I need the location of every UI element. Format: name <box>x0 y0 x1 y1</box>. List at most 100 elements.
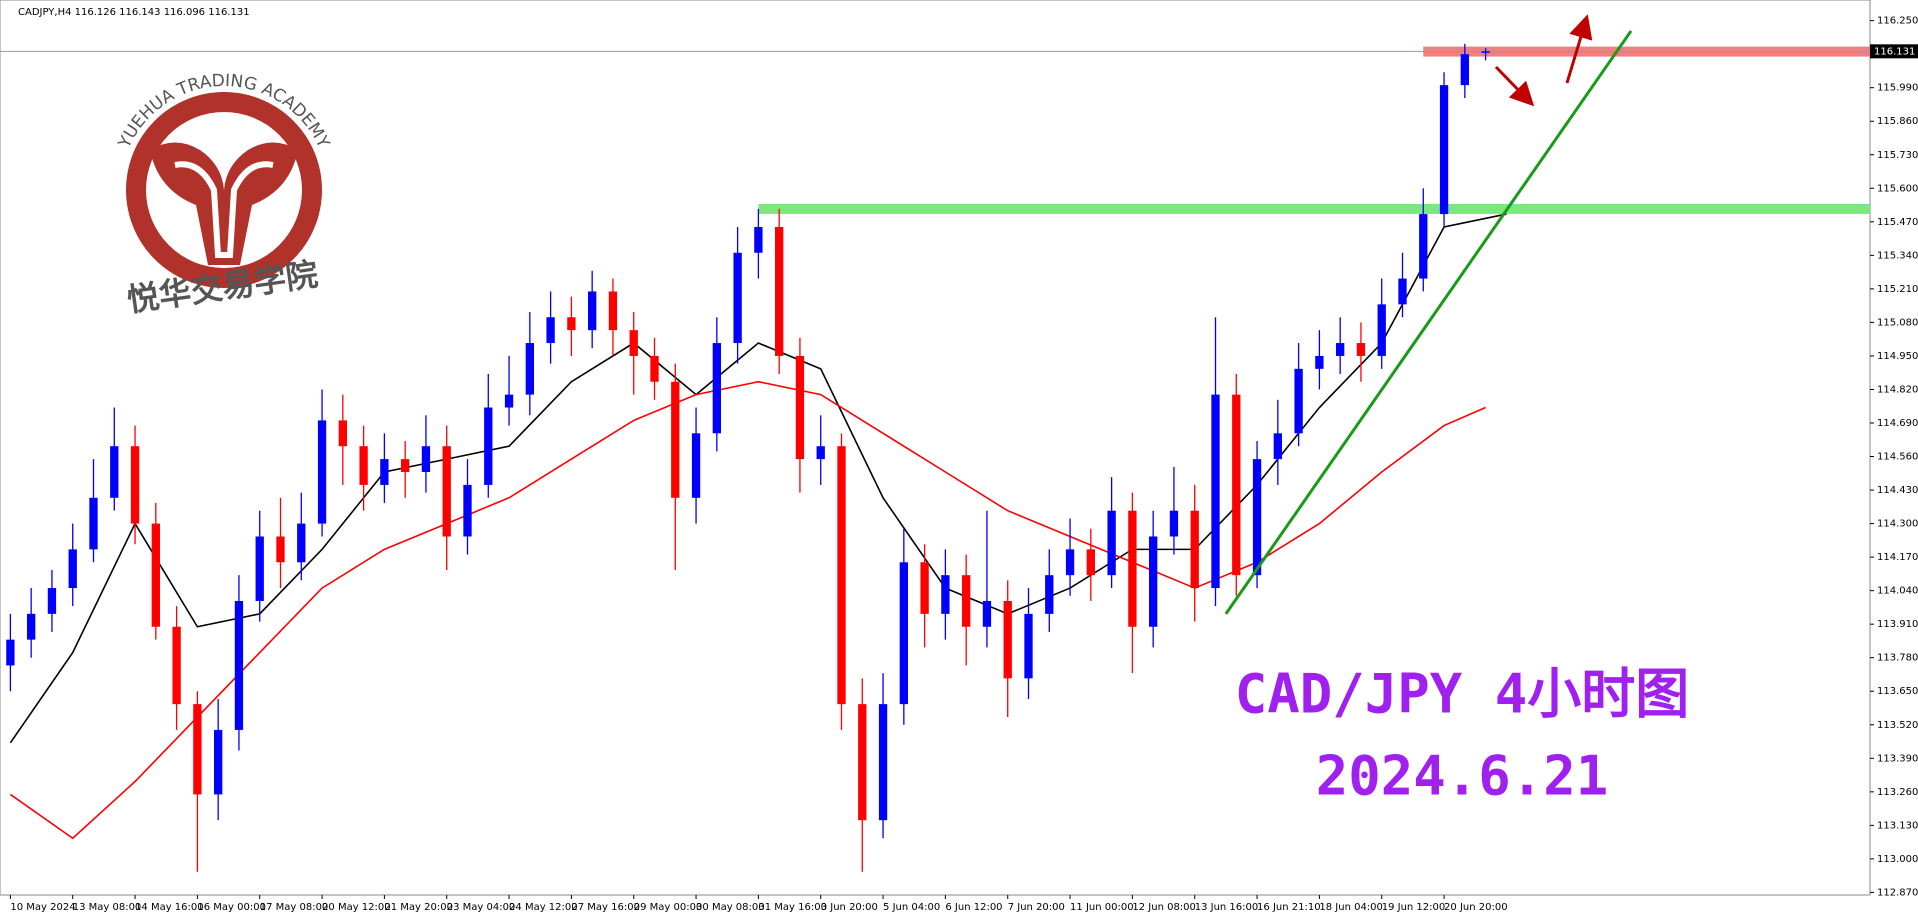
y-tick-label: 112.870 <box>1877 887 1918 898</box>
x-tick-label: 30 May 08:00 <box>696 902 765 913</box>
x-tick-label: 23 May 04:00 <box>447 902 516 913</box>
candle-body <box>567 317 576 331</box>
candle-body <box>962 575 971 627</box>
y-tick-label: 115.730 <box>1877 150 1918 161</box>
candle-body <box>691 433 701 498</box>
candle-body <box>795 355 805 460</box>
x-tick-label: 27 May 16:00 <box>571 902 640 913</box>
candle-body <box>1252 459 1262 576</box>
trendline <box>1224 30 1633 615</box>
x-tick-label: 16 Jun 21:10 <box>1257 902 1321 913</box>
header: CADJPY,H4 116.126 116.143 116.096 116.13… <box>18 7 250 18</box>
candle-body <box>941 575 950 614</box>
candle-body <box>1086 549 1095 576</box>
candle-body <box>629 330 638 356</box>
candle-body <box>754 226 763 253</box>
y-tick-label: 114.170 <box>1877 552 1918 563</box>
candle-body <box>68 549 77 589</box>
candle-body <box>837 446 846 705</box>
y-tick-label: 113.780 <box>1877 653 1918 664</box>
y-tick-label: 115.470 <box>1877 217 1918 228</box>
y-tick-label: 114.690 <box>1877 418 1918 429</box>
candle-body <box>1377 304 1386 356</box>
logo: YUEHUA TRADING ACADEMY 悦华交易学院 <box>114 71 333 319</box>
candle-body <box>172 626 181 705</box>
candle-body <box>27 613 36 640</box>
candle-body <box>1336 343 1345 356</box>
candle-body <box>359 446 368 485</box>
arrow <box>1565 14 1593 84</box>
candle-body <box>1107 510 1116 576</box>
y-tick-label: 115.080 <box>1877 317 1918 328</box>
candle-body <box>1149 536 1158 627</box>
y-tick-label: 115.990 <box>1877 83 1918 94</box>
x-tick-label: 5 Jun 04:00 <box>883 902 940 913</box>
x-tick-label: 14 May 16:00 <box>135 902 204 913</box>
y-tick-label: 114.820 <box>1877 384 1918 395</box>
candle-body <box>1211 394 1220 589</box>
candle-body <box>1003 600 1012 679</box>
candle-body <box>650 355 659 382</box>
x-tick-label: 3 Jun 20:00 <box>821 902 878 913</box>
candle-body <box>858 704 867 821</box>
x-tick-label: 29 May 00:00 <box>634 902 703 913</box>
x-tick-label: 7 Jun 20:00 <box>1008 902 1065 913</box>
candle-body <box>6 639 15 666</box>
candle-body <box>982 600 992 627</box>
candle-body <box>816 446 825 460</box>
y-tick-label: 114.950 <box>1877 351 1918 362</box>
y-tick-label: 115.210 <box>1877 284 1918 295</box>
candle-body <box>193 704 202 795</box>
candle-body <box>608 291 618 331</box>
candle-body <box>525 343 534 395</box>
x-tick-label: 11 Jun 00:00 <box>1070 902 1134 913</box>
annotation: 2024.6.21 <box>1316 745 1609 808</box>
candle-body <box>1294 368 1303 434</box>
candle-body <box>1065 549 1075 576</box>
candle-body <box>47 588 57 614</box>
y-tick-label: 113.260 <box>1877 787 1918 798</box>
y-tick-label: 114.300 <box>1877 519 1918 530</box>
x-tick-label: 20 Jun 20:00 <box>1444 902 1508 913</box>
candle-body <box>484 407 493 485</box>
x-tick-label: 16 May 00:00 <box>197 902 266 913</box>
candle-body <box>1439 85 1449 215</box>
candle-body <box>920 562 929 614</box>
y-tick-label: 115.340 <box>1877 250 1918 261</box>
candle-body <box>1169 510 1179 537</box>
candle-body <box>317 420 327 524</box>
annotation: CAD/JPY 4小时图 <box>1235 663 1690 726</box>
x-tick-label: 19 Jun 12:00 <box>1382 902 1446 913</box>
candle-body <box>1356 343 1366 356</box>
candle-body <box>1315 355 1324 369</box>
x-tick-label: 13 Jun 16:00 <box>1195 902 1259 913</box>
candle-body <box>504 394 514 408</box>
candle-body <box>110 446 119 498</box>
x-tick-label: 24 May 12:00 <box>509 902 578 913</box>
candle-body <box>151 523 160 627</box>
candle-body <box>1398 278 1407 305</box>
candle-body <box>214 729 223 795</box>
y-tick-label: 115.600 <box>1877 183 1918 194</box>
candle-body <box>338 420 347 447</box>
current-price-label: 116.131 <box>1874 46 1915 57</box>
candle-body <box>234 600 244 730</box>
candle-body <box>1273 433 1282 460</box>
candle-body <box>1232 394 1241 576</box>
y-tick-label: 114.040 <box>1877 586 1918 597</box>
logo-symbol-line <box>174 161 274 258</box>
x-tick-label: 18 Jun 04:00 <box>1319 902 1383 913</box>
candle-body <box>588 291 597 331</box>
x-tick-label: 13 May 08:00 <box>73 902 142 913</box>
y-tick-label: 113.130 <box>1877 820 1918 831</box>
y-tick-label: 114.430 <box>1877 485 1918 496</box>
y-tick-label: 113.520 <box>1877 720 1918 731</box>
candle-body <box>775 226 784 356</box>
candle-body <box>421 446 431 473</box>
current-price-box <box>1870 44 1918 59</box>
candle-body <box>671 381 680 498</box>
candle-body <box>130 446 140 524</box>
candle-body <box>1128 510 1137 627</box>
candle-body <box>297 523 306 563</box>
y-tick-label: 114.560 <box>1877 452 1918 463</box>
